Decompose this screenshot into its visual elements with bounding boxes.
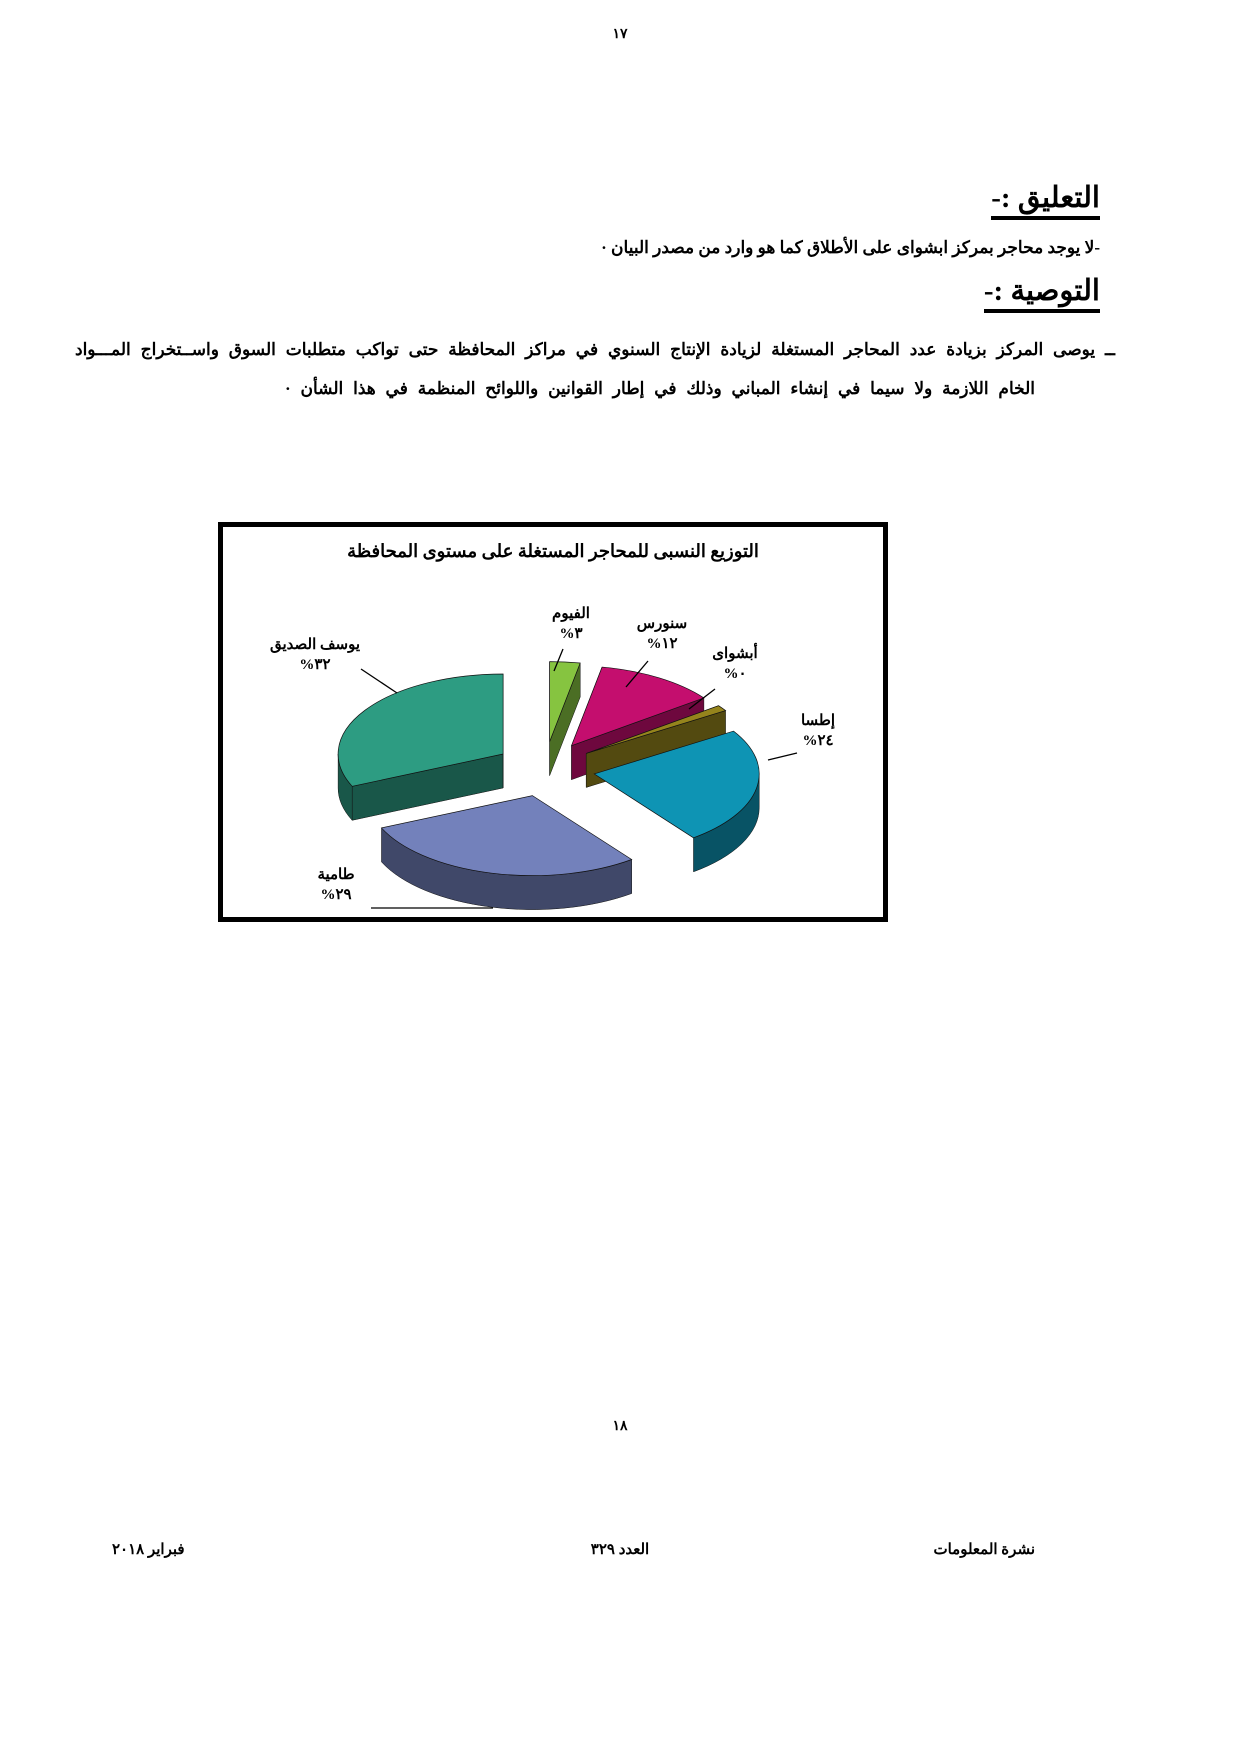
recommendation-line1: ــ يوصى المركز بزيادة عدد المحاجر المستغ…	[75, 340, 1115, 359]
pie-slice-shape	[549, 661, 581, 742]
pie-label-leader-line	[553, 648, 564, 672]
pie-label-leader-line	[767, 752, 798, 761]
pie-slice-shape	[337, 673, 504, 787]
recommendation-line2: الخام اللازمة ولا سيما في إنشاء المباني …	[285, 379, 1035, 398]
footer-bulletin-name: نشرة المعلومات	[933, 1542, 1035, 1558]
footer-issue-number: العدد ٣٢٩	[590, 1542, 650, 1558]
top-page-number: ١٧	[612, 27, 628, 42]
pie-label-leader-line	[360, 668, 398, 694]
pie-label-leader-line	[625, 660, 649, 688]
pie-slice-shape	[593, 730, 760, 839]
pie-slice-shape	[570, 666, 705, 747]
pie-label-leader-line	[688, 688, 716, 710]
bottom-page-number: ١٨	[612, 1419, 628, 1434]
pie-slice-shape	[586, 705, 727, 754]
comment-body: -لا يوجد محاجر بمركز ابشواى على الأطلاق …	[601, 238, 1100, 257]
pie-chart	[337, 648, 798, 910]
recommendation-heading: التوصية :-	[983, 276, 1100, 314]
pie-slice-shape	[380, 795, 633, 876]
chart-frame: التوزيع النسبى للمحاجر المستغلة على مستو…	[218, 522, 888, 922]
footer-date: فبراير ٢٠١٨	[112, 1542, 185, 1558]
comment-heading: التعليق :-	[991, 183, 1100, 221]
chart-title: التوزيع النسبى للمحاجر المستغلة على مستو…	[347, 541, 759, 561]
